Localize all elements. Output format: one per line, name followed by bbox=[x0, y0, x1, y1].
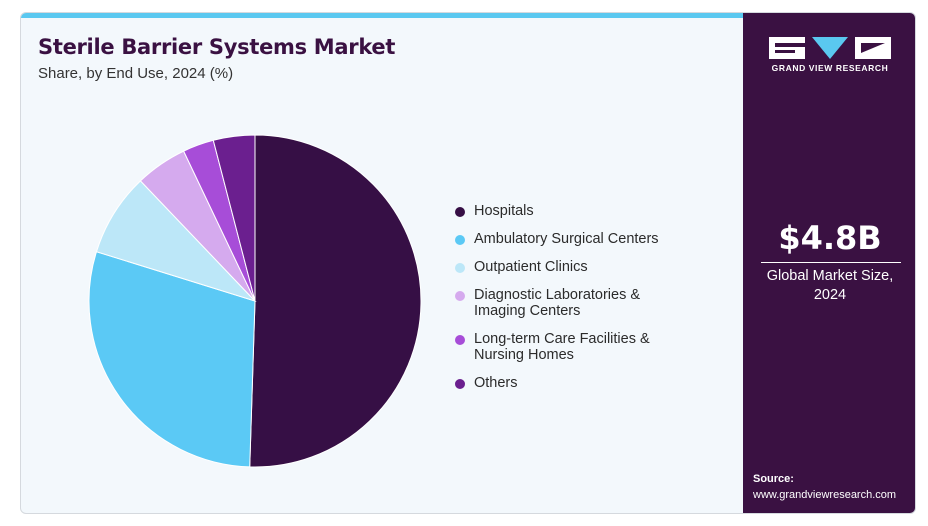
legend-swatch bbox=[455, 263, 465, 273]
legend-swatch bbox=[455, 235, 465, 245]
legend-label: Ambulatory Surgical Centers bbox=[474, 231, 659, 247]
report-card: Sterile Barrier Systems Market Share, by… bbox=[20, 12, 916, 514]
legend-label: Outpatient Clinics bbox=[474, 259, 588, 275]
legend-item: Outpatient Clinics bbox=[455, 259, 588, 275]
brand-name: GRAND VIEW RESEARCH bbox=[771, 63, 889, 73]
pie-slice-1 bbox=[88, 251, 256, 468]
legend-swatch bbox=[455, 379, 465, 389]
legend-label: Diagnostic Laboratories & Imaging Center… bbox=[474, 287, 641, 319]
legend-swatch bbox=[455, 335, 465, 345]
legend-item: Diagnostic Laboratories & Imaging Center… bbox=[455, 287, 640, 319]
source-label: Source: bbox=[753, 473, 794, 485]
chart-subtitle: Share, by End Use, 2024 (%) bbox=[38, 65, 234, 82]
legend-swatch bbox=[455, 207, 465, 217]
legend-item: Hospitals bbox=[455, 203, 534, 219]
divider bbox=[761, 262, 901, 263]
accent-bar bbox=[21, 13, 743, 18]
pie-slice-0 bbox=[249, 134, 422, 468]
brand-logo-icon bbox=[769, 37, 891, 59]
pie-chart bbox=[88, 134, 422, 468]
legend-swatch bbox=[455, 291, 465, 301]
info-sidebar: GRAND VIEW RESEARCH $4.8B Global Market … bbox=[743, 13, 915, 513]
market-size-value: $4.8B bbox=[778, 219, 882, 257]
legend-item: Ambulatory Surgical Centers bbox=[455, 231, 659, 247]
legend-label: Others bbox=[474, 375, 518, 391]
market-size-label: Global Market Size, 2024 bbox=[766, 268, 894, 303]
source-link[interactable]: www.grandviewresearch.com bbox=[753, 489, 897, 501]
chart-panel: Sterile Barrier Systems Market Share, by… bbox=[21, 13, 743, 513]
legend-label: Long-term Care Facilities & Nursing Home… bbox=[474, 331, 650, 363]
legend-label: Hospitals bbox=[474, 203, 534, 219]
legend-item: Long-term Care Facilities & Nursing Home… bbox=[455, 331, 650, 363]
legend-item: Others bbox=[455, 375, 518, 391]
pie-slice-5 bbox=[212, 134, 256, 302]
chart-title: Sterile Barrier Systems Market bbox=[38, 35, 396, 59]
